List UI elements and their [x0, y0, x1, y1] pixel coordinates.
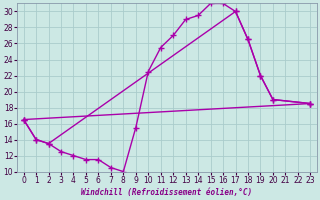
X-axis label: Windchill (Refroidissement éolien,°C): Windchill (Refroidissement éolien,°C): [81, 188, 252, 197]
